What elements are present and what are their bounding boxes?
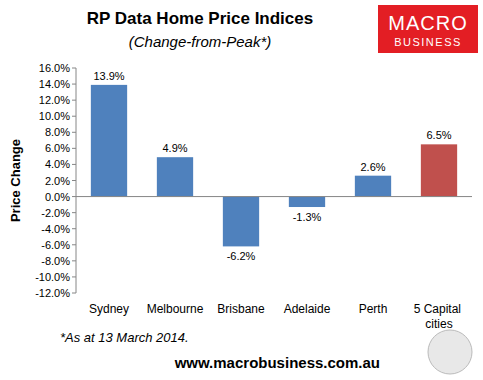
y-tick-label: -10.0% bbox=[35, 271, 70, 283]
emblem bbox=[428, 330, 472, 374]
data-label: -1.3% bbox=[293, 211, 322, 223]
y-axis-label: Price Change bbox=[8, 139, 23, 222]
y-tick bbox=[72, 132, 76, 133]
logo-text: MACRO bbox=[388, 12, 467, 34]
data-label: -6.2% bbox=[227, 250, 256, 262]
x-tick-label: Brisbane bbox=[217, 302, 265, 316]
subtitle: (Change-from-Peak*) bbox=[129, 33, 272, 50]
y-tick-label: 14.0% bbox=[39, 78, 70, 90]
y-axis bbox=[76, 68, 77, 293]
y-tick bbox=[72, 276, 76, 277]
y-tick bbox=[72, 100, 76, 101]
y-tick-label: -12.0% bbox=[35, 287, 70, 299]
y-tick-label: -4.0% bbox=[41, 223, 70, 235]
y-tick-label: 2.0% bbox=[45, 175, 70, 187]
y-tick-label: 0.0% bbox=[45, 191, 70, 203]
footnote: *As at 13 March 2014. bbox=[60, 330, 189, 345]
bar bbox=[157, 157, 193, 196]
y-tick-label: -8.0% bbox=[41, 255, 70, 267]
data-label: 13.9% bbox=[93, 70, 124, 82]
y-tick bbox=[72, 164, 76, 165]
x-tick-label: Sydney bbox=[89, 302, 129, 316]
emblem-circle bbox=[428, 330, 472, 374]
logo-text: BUSINESS bbox=[394, 36, 462, 48]
bar bbox=[355, 176, 391, 197]
y-tick-label: 4.0% bbox=[45, 158, 70, 170]
y-tick-label: 16.0% bbox=[39, 62, 70, 74]
chart: RP Data Home Price Indices (Change-from-P… bbox=[0, 0, 483, 380]
y-tick-label: 8.0% bbox=[45, 126, 70, 138]
data-label: 2.6% bbox=[360, 161, 385, 173]
x-tick-label-line: 5 Capital bbox=[414, 302, 465, 316]
bar bbox=[289, 197, 325, 207]
x-axis bbox=[76, 196, 472, 197]
x-tick-label: Melbourne bbox=[147, 302, 204, 316]
bar bbox=[421, 144, 457, 196]
y-tick bbox=[72, 68, 76, 69]
y-tick-label: -2.0% bbox=[41, 207, 70, 219]
y-tick bbox=[72, 212, 76, 213]
y-tick-label: 6.0% bbox=[45, 142, 70, 154]
bar bbox=[223, 197, 259, 247]
y-tick bbox=[72, 244, 76, 245]
x-tick-label: Adelaide bbox=[284, 302, 331, 316]
y-tick bbox=[72, 228, 76, 229]
y-tick bbox=[72, 293, 76, 294]
y-tick bbox=[72, 148, 76, 149]
y-tick bbox=[72, 116, 76, 117]
background bbox=[0, 0, 483, 380]
y-tick bbox=[72, 260, 76, 261]
title: RP Data Home Price Indices bbox=[87, 9, 313, 28]
y-tick-label: 10.0% bbox=[39, 110, 70, 122]
y-tick bbox=[72, 180, 76, 181]
bars bbox=[91, 85, 457, 247]
data-label: 6.5% bbox=[426, 129, 451, 141]
bar bbox=[91, 85, 127, 197]
x-tick-label-line: cities bbox=[425, 317, 452, 331]
y-tick bbox=[72, 84, 76, 85]
y-tick-label: -6.0% bbox=[41, 239, 70, 251]
data-label: 4.9% bbox=[162, 142, 187, 154]
x-tick-label: Perth bbox=[359, 302, 388, 316]
logo-box bbox=[378, 5, 478, 53]
x-tick-label: 5 Capital cities bbox=[414, 302, 465, 331]
source: www.macrobusiness.com.au bbox=[174, 354, 380, 371]
y-tick bbox=[72, 196, 76, 197]
y-tick-label: 12.0% bbox=[39, 94, 70, 106]
